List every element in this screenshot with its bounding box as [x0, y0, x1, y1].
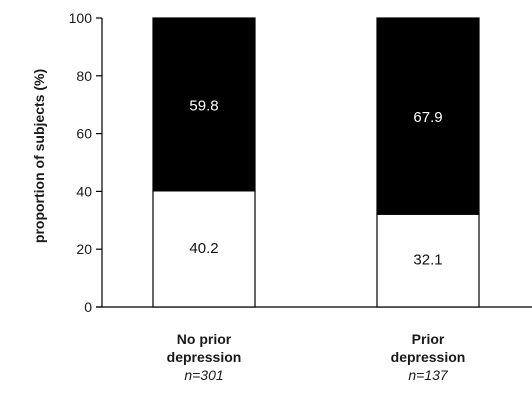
data-label: 32.1 — [413, 252, 442, 269]
y-tick-label: 40 — [76, 183, 92, 199]
x-category-label: depression — [167, 349, 242, 365]
bar-segment — [152, 190, 256, 308]
y-tick-label: 100 — [69, 10, 93, 26]
data-label: 40.2 — [189, 240, 218, 257]
bar-segment — [152, 17, 256, 192]
y-tick-label: 60 — [76, 126, 92, 142]
y-axis-label: proportion of subjects (%) — [31, 69, 47, 243]
x-category-label: depression — [391, 349, 466, 365]
y-tick-label: 0 — [84, 299, 92, 315]
data-label: 67.9 — [413, 109, 442, 126]
bar-segment — [376, 17, 480, 215]
bar-segment — [376, 213, 480, 308]
x-category-n-label: n=301 — [184, 367, 223, 383]
y-tick-label: 80 — [76, 68, 92, 84]
data-label: 59.8 — [189, 97, 218, 114]
x-category-label: No prior — [177, 331, 232, 347]
x-category-label: Prior — [412, 331, 445, 347]
x-category-n-label: n=137 — [408, 367, 449, 383]
y-tick-label: 20 — [76, 241, 92, 257]
plot-area: 0 20 40 60 80 100 40.2 59.8 No prior depression n=… — [69, 10, 532, 383]
